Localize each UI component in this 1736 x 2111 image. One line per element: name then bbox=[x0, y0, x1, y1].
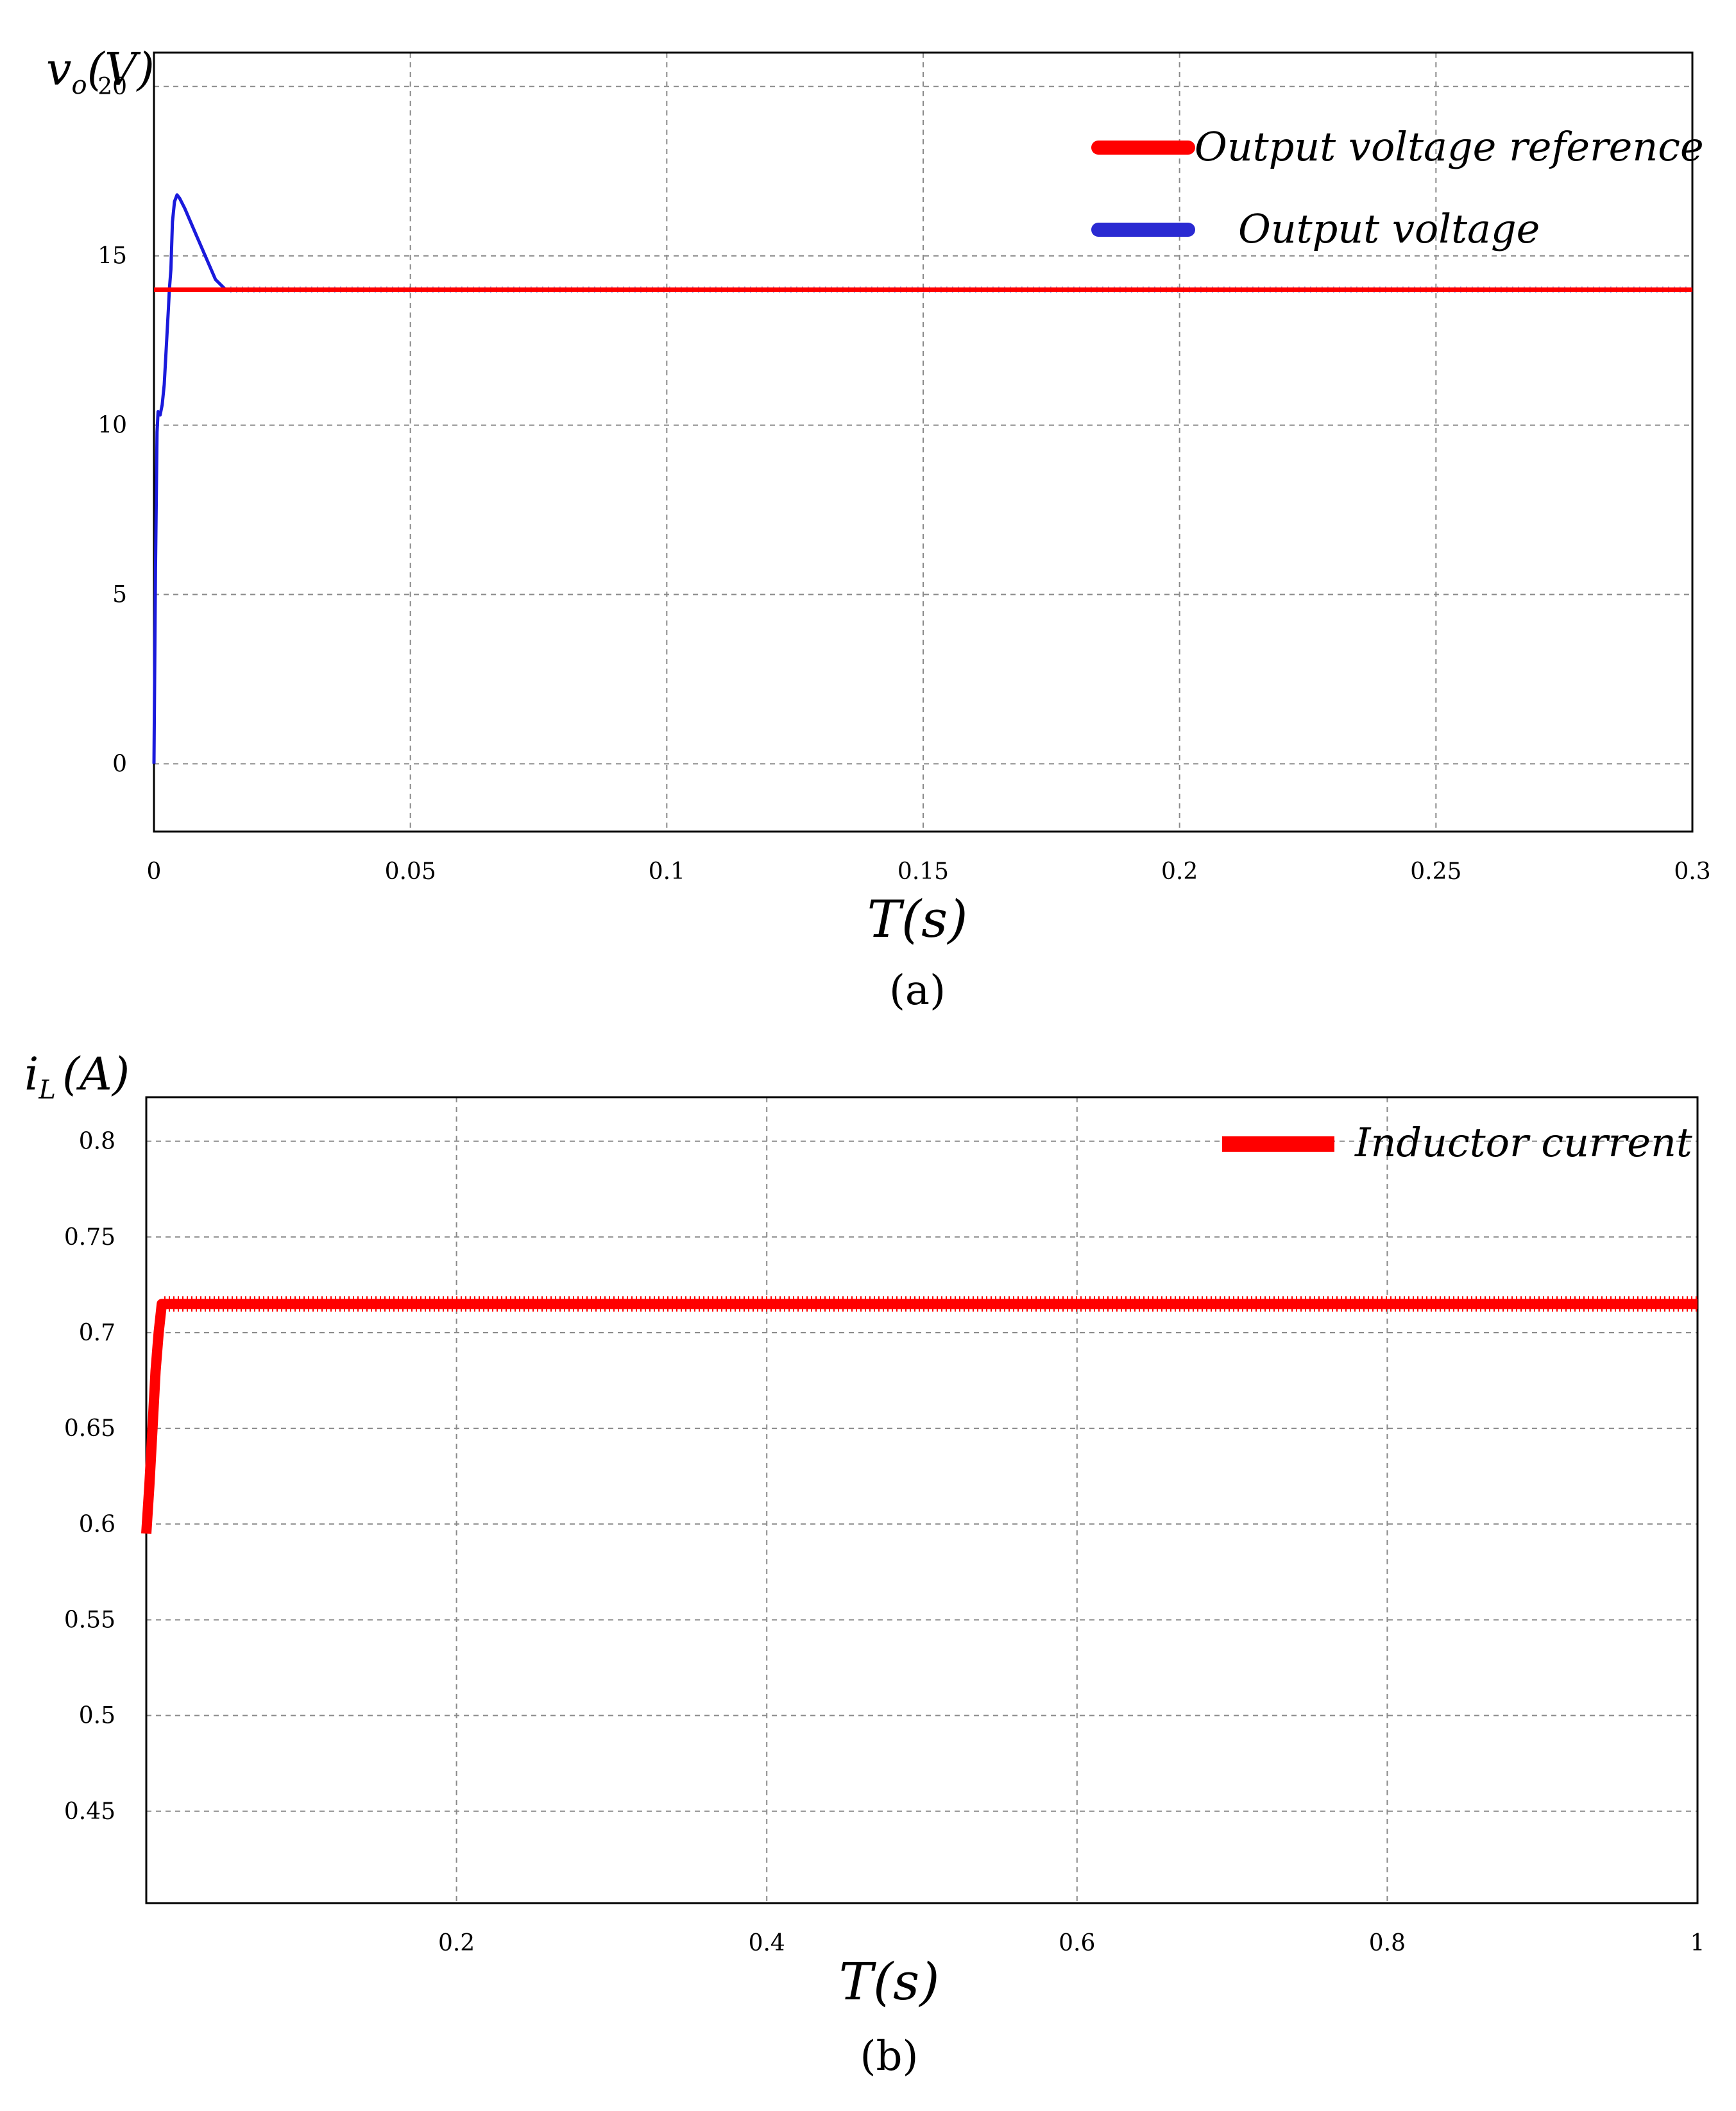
y-axis-label-unit-b: (A) bbox=[62, 1048, 130, 1100]
y-tick-label: 20 bbox=[98, 74, 127, 100]
panel-caption-b: (b) bbox=[860, 2033, 919, 2080]
x-tick-label: 0.25 bbox=[1410, 859, 1461, 885]
y-axis-label-sub-b: L bbox=[38, 1075, 56, 1105]
x-tick-label: 0.6 bbox=[1059, 1930, 1095, 1956]
legend-label-reference: Output voltage reference bbox=[1195, 123, 1704, 170]
y-tick-labels-a: 0 5 10 15 20 bbox=[98, 74, 127, 778]
x-axis-label-a: T(s) bbox=[867, 889, 968, 949]
y-axis-label-unit-a: (V) bbox=[87, 43, 155, 96]
series-group-a bbox=[152, 193, 1692, 764]
y-tick-label: 0.5 bbox=[79, 1703, 115, 1729]
y-tick-labels-b: 0.45 0.5 0.55 0.6 0.65 0.7 0.75 0.8 bbox=[64, 1129, 115, 1825]
plot-frame-a bbox=[153, 51, 1694, 833]
x-tick-labels-a: 0 0.05 0.1 0.15 0.2 0.25 0.3 bbox=[147, 859, 1711, 885]
chart-panel-a: 0 0.05 0.1 0.15 0.2 0.25 0.3 0 5 10 15 20 vo(V) T(… bbox=[46, 43, 1711, 1014]
grid-lines-a bbox=[154, 53, 1692, 832]
y-tick-label: 0.7 bbox=[79, 1320, 115, 1346]
y-tick-label: 0.65 bbox=[64, 1415, 115, 1442]
series-group-b bbox=[141, 1296, 1698, 1534]
x-tick-label: 0.05 bbox=[385, 859, 436, 885]
inductor-current-ripple bbox=[164, 1296, 1697, 1312]
y-axis-label-sub-a: o bbox=[72, 71, 87, 100]
x-tick-label: 0.3 bbox=[1674, 859, 1710, 885]
y-tick-label: 5 bbox=[112, 582, 127, 608]
plot-frame-b bbox=[145, 1096, 1699, 1904]
grid-lines-b bbox=[146, 1097, 1698, 1903]
y-tick-label: 0 bbox=[112, 751, 127, 777]
legend-label-inductor-current: Inductor current bbox=[1354, 1119, 1692, 1166]
legend-a: Output voltage reference Output voltage bbox=[1091, 123, 1704, 252]
legend-label-output-voltage: Output voltage bbox=[1238, 205, 1540, 252]
x-tick-label: 0.15 bbox=[898, 859, 949, 885]
x-tick-label: 0 bbox=[147, 859, 162, 885]
panel-caption-a: (a) bbox=[889, 967, 946, 1014]
y-tick-label: 10 bbox=[98, 413, 127, 439]
x-tick-labels-b: 0.2 0.4 0.6 0.8 1 bbox=[438, 1930, 1705, 1956]
x-tick-label: 0.2 bbox=[1161, 859, 1198, 885]
series-line-inductor-current bbox=[141, 1299, 1698, 1534]
chart-panel-b: 0.2 0.4 0.6 0.8 1 0.450.50.550.60.650.70.750… bbox=[24, 1048, 1705, 2080]
legend-b: Inductor current bbox=[1222, 1119, 1692, 1166]
y-tick-label: 0.8 bbox=[79, 1129, 115, 1155]
x-tick-label: 0.4 bbox=[749, 1930, 785, 1956]
x-axis-label-b: T(s) bbox=[839, 1952, 940, 2012]
y-axis-label-b: iL (A) bbox=[24, 1048, 130, 1105]
x-tick-label: 0.2 bbox=[438, 1930, 475, 1956]
x-tick-label: 0.8 bbox=[1369, 1930, 1406, 1956]
x-tick-label: 0.1 bbox=[649, 859, 685, 885]
y-tick-label: 15 bbox=[98, 243, 127, 269]
y-tick-label: 0.45 bbox=[64, 1799, 115, 1825]
y-tick-label: 0.6 bbox=[79, 1511, 115, 1537]
y-axis-label-a: vo(V) bbox=[46, 43, 155, 100]
y-tick-label: 0.55 bbox=[64, 1607, 115, 1633]
x-tick-label: 1 bbox=[1690, 1930, 1705, 1956]
y-tick-label: 0.75 bbox=[64, 1224, 115, 1251]
